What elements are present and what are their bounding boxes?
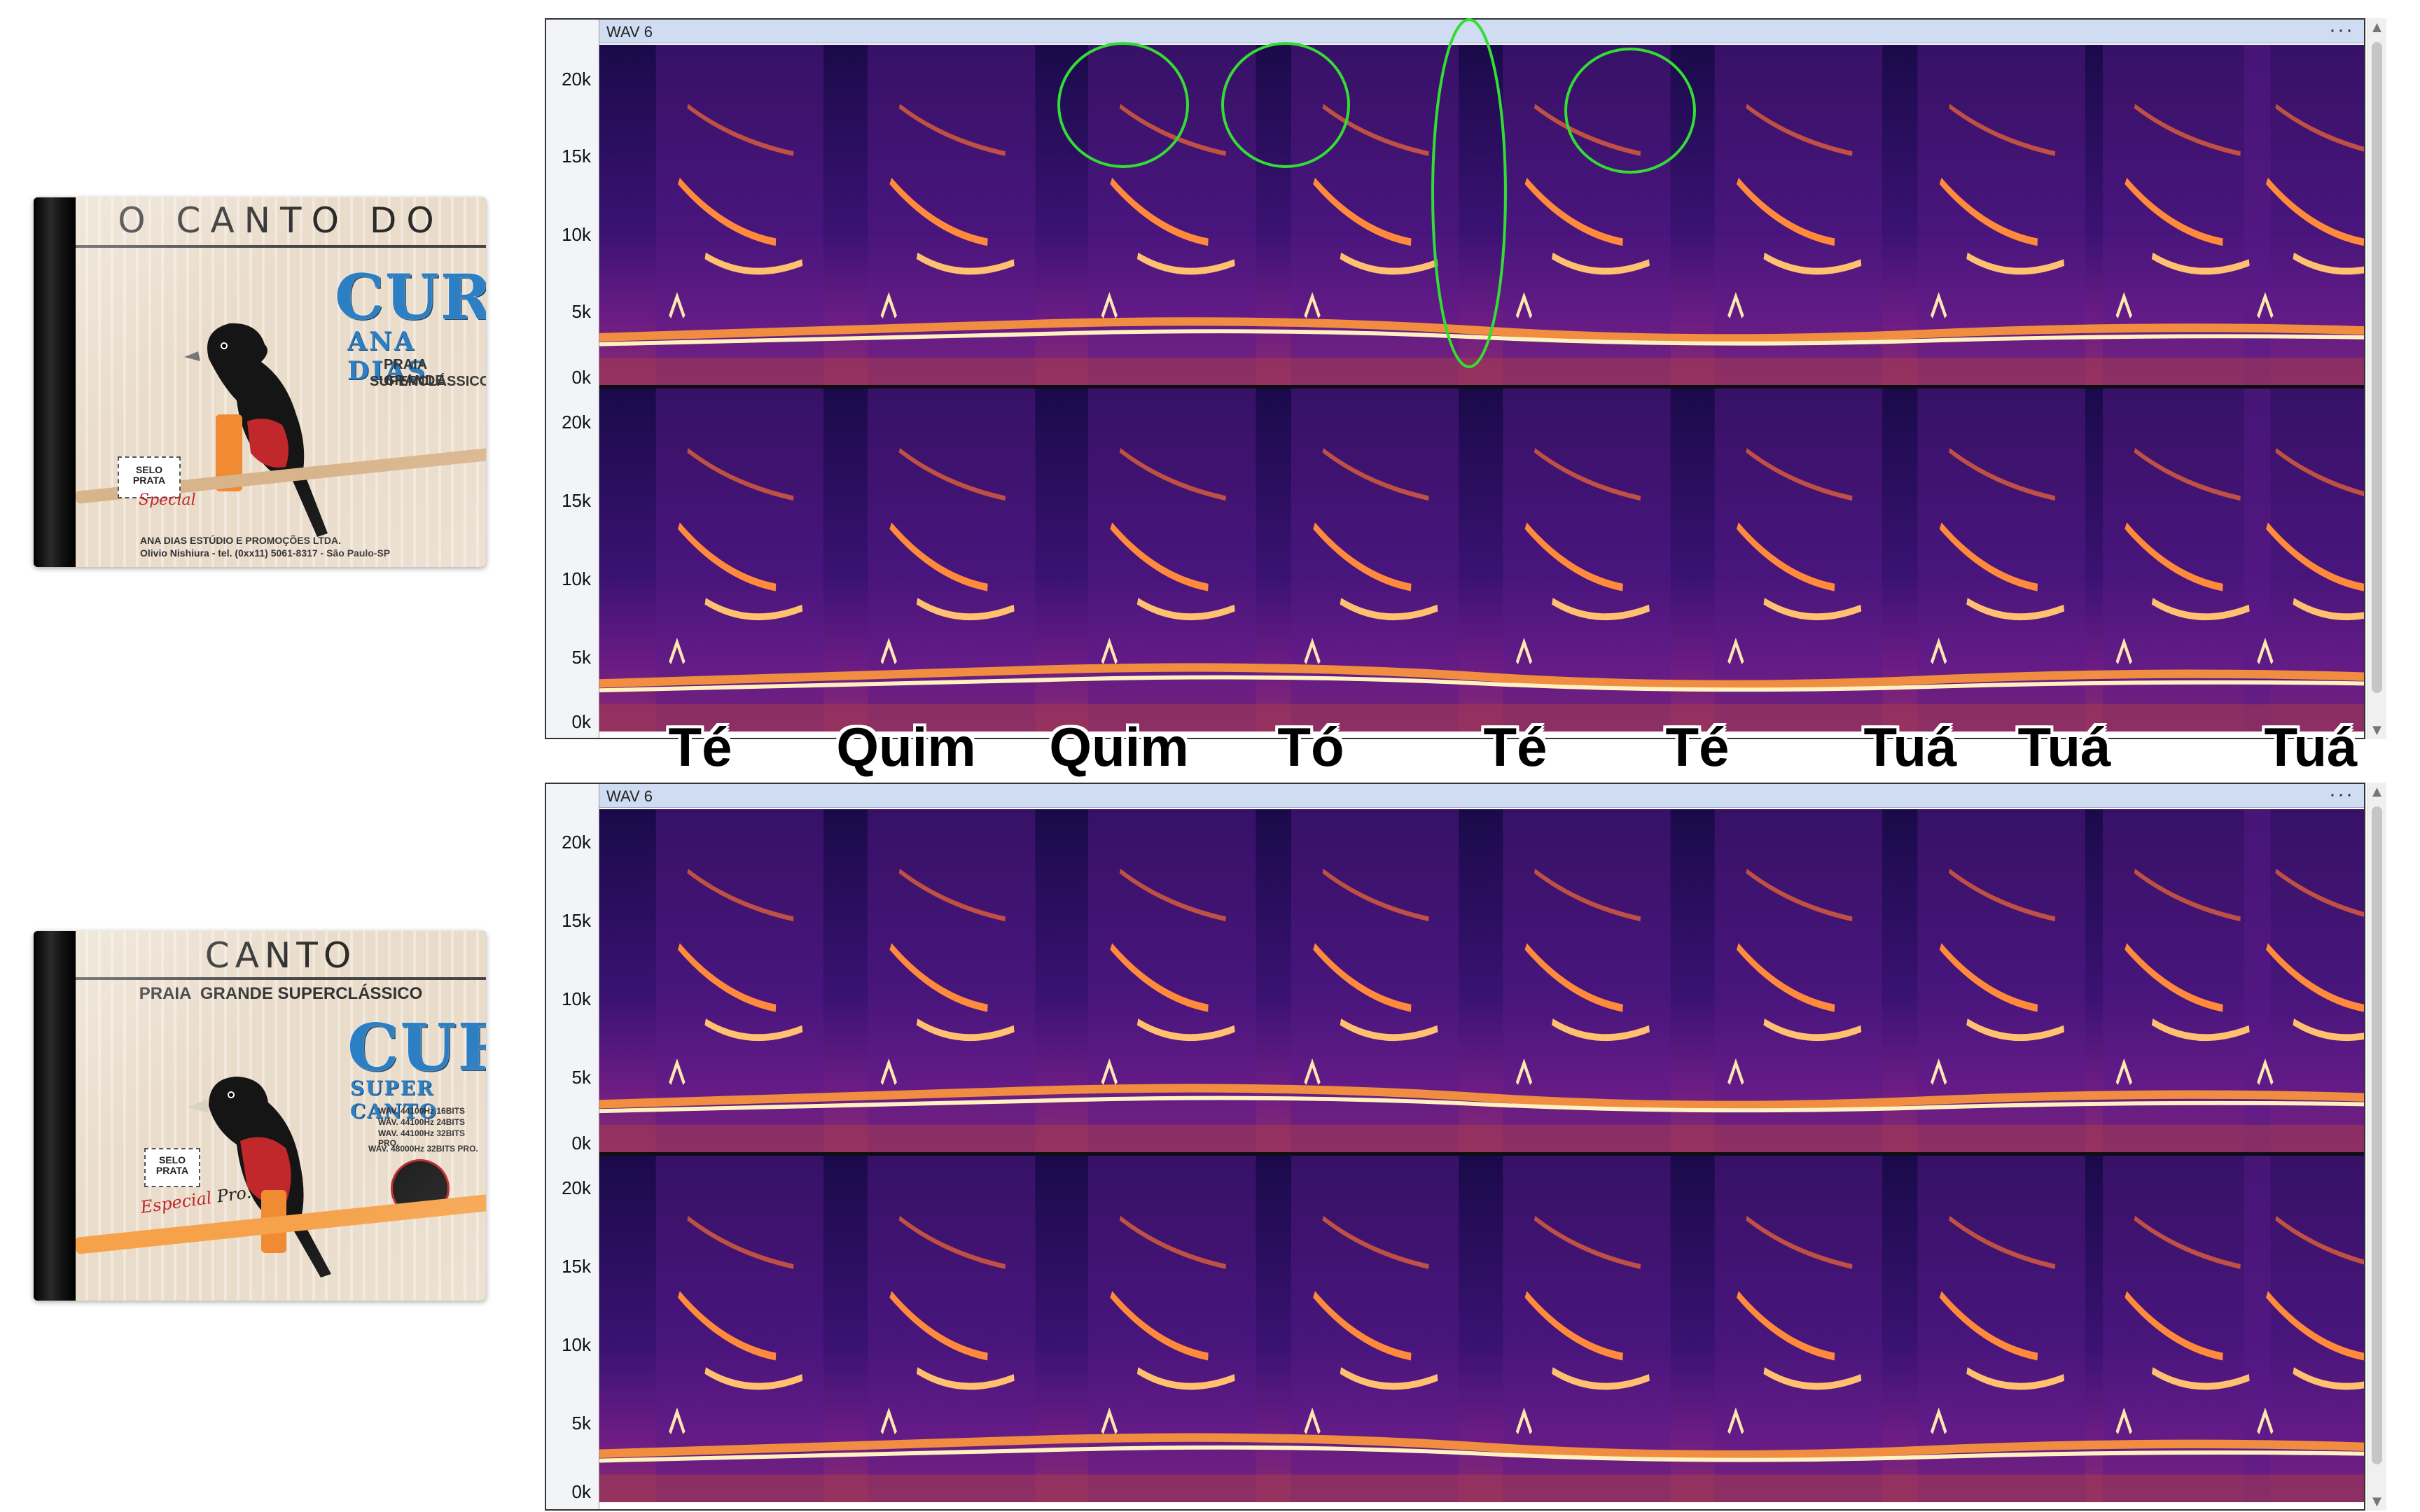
axis-label-5k: 5k — [571, 301, 591, 322]
syllable-label: Tó — [1277, 716, 1344, 778]
highlight-circle-1 — [1057, 42, 1189, 168]
axis-label-20k: 20k — [562, 69, 591, 90]
scrollbar-thumb[interactable] — [2372, 42, 2382, 693]
axis-label-10k: 10k — [562, 568, 591, 589]
stamp-line-1: SELO — [158, 1154, 186, 1166]
stamp-line-1: SELO — [135, 464, 163, 475]
spectrogram-canvas — [599, 45, 2364, 385]
cd-title-rule — [76, 977, 486, 980]
cd-tagline-1: PRAIA GRANDE — [384, 357, 445, 388]
spec-line-3: WAV. 44100Hz 32BITS PRO. — [378, 1128, 466, 1148]
selo-prata-stamp: SELO PRATA — [144, 1148, 200, 1187]
cd-subtitle: ANA DIAS — [347, 327, 427, 386]
spectrogram-bottom-panel: WAV 6 ··· 20k 15k 10k 5k 0k 20k 15k 10k … — [545, 783, 2365, 1511]
cd-footer-2: Olivio Nishiura - tel. (0xx11) 5061-8317… — [140, 547, 391, 559]
frequency-axis — [546, 20, 599, 738]
scroll-down-arrow[interactable]: ▼ — [2369, 721, 2385, 738]
channel-right[interactable] — [599, 388, 2364, 732]
special-label: Special — [139, 491, 196, 509]
track-name: WAV 6 — [606, 788, 653, 805]
axis-label-5k: 5k — [571, 1067, 591, 1088]
axis-label-0k: 0k — [571, 1133, 591, 1154]
syllable-label: Tuá — [2017, 716, 2111, 778]
track-menu-button[interactable]: ··· — [2329, 18, 2354, 41]
syllable-label: Quim — [1049, 716, 1189, 778]
syllable-label: Té — [1483, 716, 1548, 778]
axis-label-10k: 10k — [562, 224, 591, 245]
axis-label-0k: 0k — [571, 367, 591, 388]
syllable-label: Tuá — [1863, 716, 1957, 778]
cd-brand: CURIÓ — [335, 260, 486, 333]
spectrogram-canvas — [599, 388, 2364, 732]
channel-separator — [599, 385, 2364, 388]
axis-label-0k: 0k — [571, 1481, 591, 1502]
axis-label-20k: 20k — [562, 412, 591, 433]
cd-brand: CURIÓ — [347, 1009, 486, 1085]
axis-label-10k: 10k — [562, 1334, 591, 1355]
spectrogram-canvas — [599, 1156, 2364, 1502]
cd-tagline: PRAIA GRANDE SUPERCLÁSSICO — [139, 984, 423, 1003]
axis-label-10k: 10k — [562, 988, 591, 1009]
syllable-label: Té — [1665, 716, 1730, 778]
stamp-line-2: PRATA — [155, 1165, 189, 1177]
highlight-ellipse-tall — [1431, 18, 1507, 368]
channel-right[interactable] — [599, 1156, 2364, 1502]
cd-title: CANTO — [204, 935, 357, 976]
cd-tagline-2: SUPERCLÁSSICO — [370, 374, 486, 389]
track-header[interactable]: WAV 6 ··· — [599, 783, 2364, 808]
highlight-circle-2 — [1221, 42, 1350, 168]
spec-line-1: WAV. 44100Hz 16BITS — [378, 1106, 466, 1116]
axis-label-15k: 15k — [562, 1256, 591, 1277]
cd-title-rule — [76, 245, 486, 248]
stamp-line-2: PRATA — [132, 475, 166, 486]
selo-prata-stamp: SELO PRATA — [118, 456, 181, 498]
syllable-label: Quim — [836, 716, 976, 778]
scrollbar-thumb[interactable] — [2372, 806, 2382, 1464]
axis-label-5k: 5k — [571, 647, 591, 668]
axis-label-15k: 15k — [562, 146, 591, 167]
spectrogram-top-panel: WAV 6 ··· 20k 15k 10k 5k 0k 20k 15k 10k … — [545, 18, 2365, 739]
scroll-up-arrow[interactable]: ▲ — [2369, 18, 2385, 36]
axis-label-20k: 20k — [562, 1177, 591, 1198]
vertical-scrollbar[interactable]: ▲ ▼ — [2367, 18, 2386, 739]
cd-subtitle: SUPER CANTO — [350, 1077, 438, 1123]
axis-label-0k: 0k — [571, 711, 591, 732]
highlight-circle-3 — [1564, 48, 1696, 174]
axis-label-20k: 20k — [562, 832, 591, 853]
axis-label-15k: 15k — [562, 910, 591, 931]
spec-line-2: WAV. 44100Hz 24BITS — [378, 1117, 466, 1127]
cd-spine — [34, 931, 76, 1301]
cd-title: O CANTO DO — [118, 200, 444, 241]
syllable-label: Té — [668, 716, 732, 778]
channel-left[interactable] — [599, 45, 2364, 385]
scroll-up-arrow[interactable]: ▲ — [2369, 783, 2385, 800]
axis-label-15k: 15k — [562, 490, 591, 511]
track-menu-button[interactable]: ··· — [2329, 783, 2354, 806]
channel-left[interactable] — [599, 809, 2364, 1152]
spec-line-4: WAV. 48000Hz 32BITS PRO. — [368, 1144, 478, 1154]
cd-footer-1: ANA DIAS ESTÚDIO E PROMOÇÕES LTDA. — [140, 535, 342, 546]
scroll-down-arrow[interactable]: ▼ — [2369, 1492, 2385, 1510]
vertical-scrollbar[interactable]: ▲ ▼ — [2367, 783, 2386, 1511]
bird-illustration — [184, 323, 328, 537]
channel-separator — [599, 1152, 2364, 1156]
syllable-label: Tuá — [2264, 716, 2358, 778]
frequency-axis — [546, 784, 599, 1509]
track-name: WAV 6 — [606, 23, 653, 41]
cd-spine — [34, 197, 76, 567]
axis-label-5k: 5k — [571, 1413, 591, 1434]
spectrogram-canvas — [599, 809, 2364, 1152]
track-header[interactable]: WAV 6 ··· — [599, 18, 2364, 43]
